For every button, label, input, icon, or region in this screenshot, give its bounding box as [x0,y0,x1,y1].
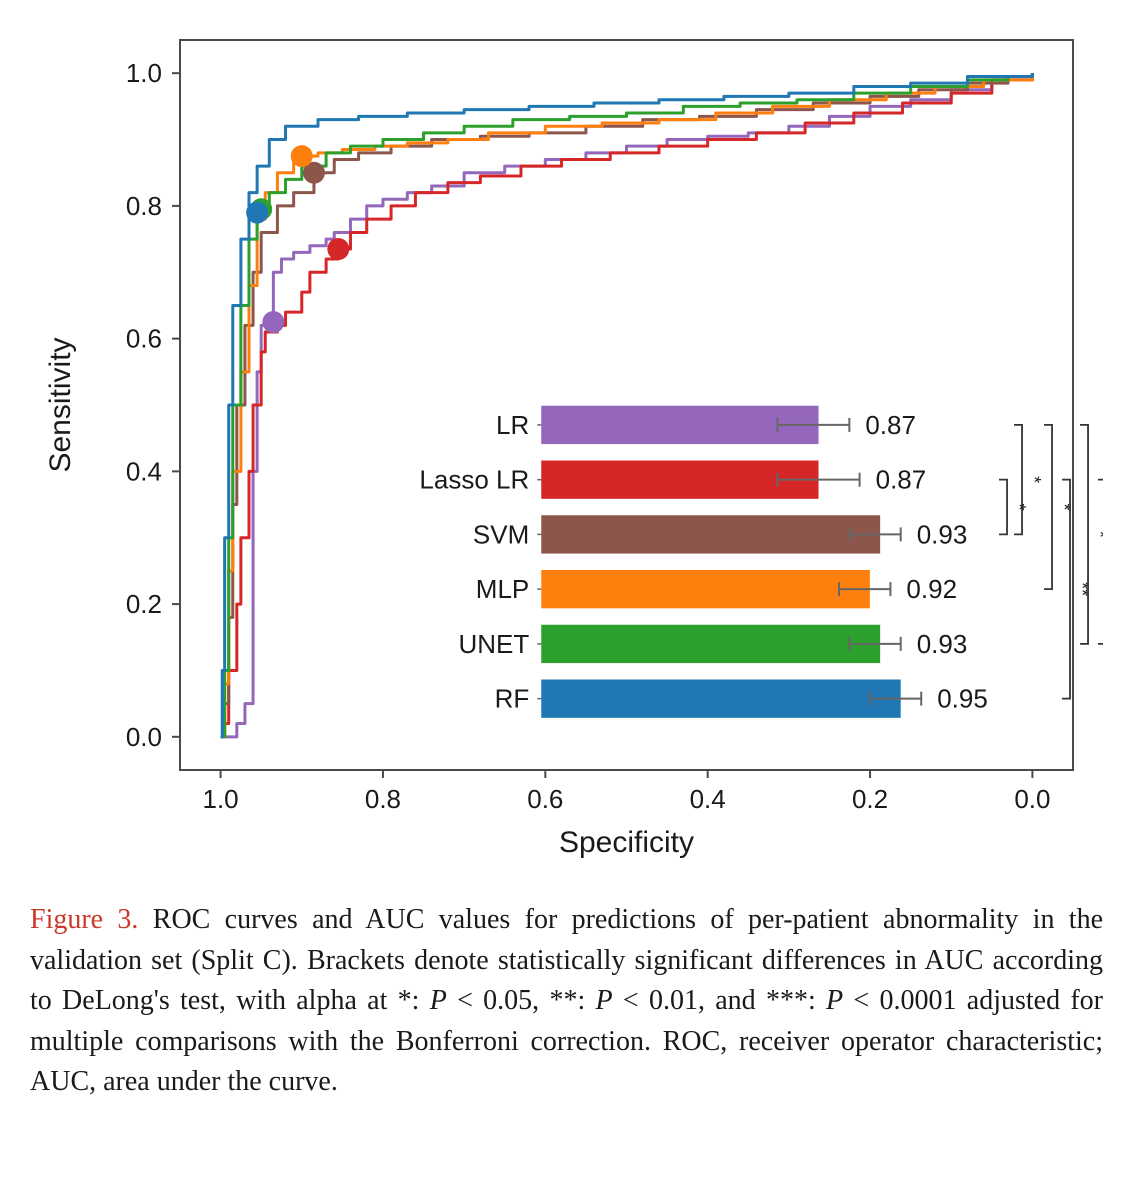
caption-ineq1: < 0.05, **: [447,985,596,1016]
svg-text:0.93: 0.93 [917,629,968,659]
roc-svg: 1.0 0.8 0.6 0.4 0.2 0.0 0.0 0.2 0.4 0.6 0.8 1.0 Spec… [30,20,1103,870]
figure-container: 1.0 0.8 0.6 0.4 0.2 0.0 0.0 0.2 0.4 0.6 0.8 1.0 Spec… [30,20,1103,1103]
svg-text:0.2: 0.2 [852,784,888,814]
figure-caption: Figure 3. ROC curves and AUC values for … [30,900,1103,1103]
svg-text:0.4: 0.4 [126,456,162,486]
svg-text:0.95: 0.95 [937,684,988,714]
caption-ineq2: < 0.01, and ***: [613,985,826,1016]
svg-text:0.2: 0.2 [126,589,162,619]
caption-p3: P [826,985,843,1016]
svg-text:1.0: 1.0 [126,58,162,88]
caption-p2: P [596,985,613,1016]
svg-text:0.0: 0.0 [1014,784,1050,814]
svg-text:0.87: 0.87 [865,410,916,440]
svg-text:Specificity: Specificity [559,826,694,859]
svg-text:0.6: 0.6 [126,324,162,354]
svg-text:0.0: 0.0 [126,722,162,752]
svg-text:0.8: 0.8 [126,191,162,221]
svg-text:*: * [1090,531,1103,538]
svg-text:0.6: 0.6 [527,784,563,814]
svg-text:0.93: 0.93 [917,519,968,549]
svg-text:0.92: 0.92 [906,574,957,604]
svg-text:*: * [1009,504,1029,511]
svg-text:SVM: SVM [473,519,529,549]
svg-text:Sensitivity: Sensitivity [44,337,77,472]
svg-text:0.8: 0.8 [365,784,401,814]
svg-text:UNET: UNET [458,629,529,659]
svg-text:0.87: 0.87 [876,465,927,495]
svg-text:*: * [1024,476,1044,483]
roc-chart: 1.0 0.8 0.6 0.4 0.2 0.0 0.0 0.2 0.4 0.6 0.8 1.0 Spec… [30,20,1103,870]
caption-p1: P [430,985,447,1016]
figure-label: Figure 3. [30,904,138,935]
svg-text:RF: RF [495,684,530,714]
svg-text:LR: LR [496,410,529,440]
svg-text:*: * [1054,504,1074,511]
svg-text:**: ** [1072,582,1092,596]
svg-text:Lasso LR: Lasso LR [419,465,529,495]
svg-text:MLP: MLP [476,574,529,604]
svg-text:0.4: 0.4 [690,784,726,814]
svg-text:1.0: 1.0 [203,784,239,814]
